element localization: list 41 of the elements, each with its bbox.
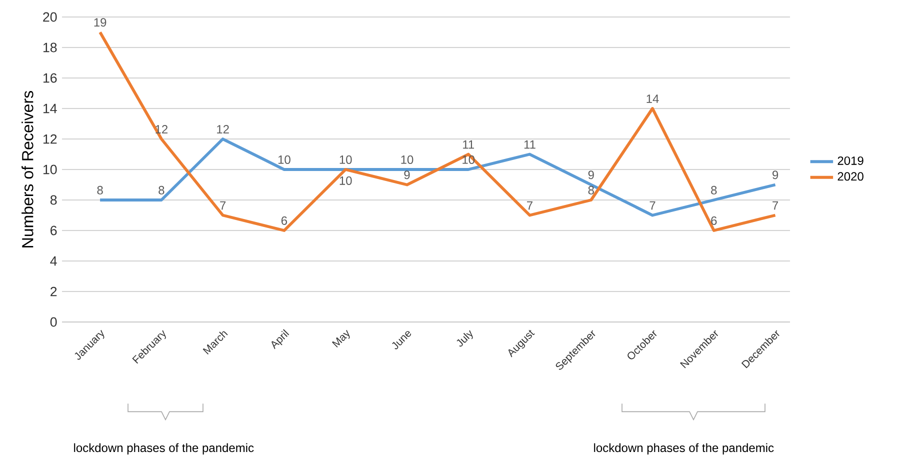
data-label: 10 [401, 155, 414, 164]
data-label: 10 [278, 155, 290, 164]
legend-label: 2020 [838, 172, 864, 181]
y-tick-label: 20 [43, 12, 57, 22]
y-tick-label: 6 [50, 226, 57, 236]
data-label: 12 [217, 125, 229, 134]
y-tick-label: 2 [50, 286, 57, 296]
x-tick-label: May [332, 330, 350, 348]
y-tick-label: 16 [43, 73, 57, 83]
y-tick-label: 10 [43, 164, 57, 174]
line-series [98, 30, 777, 232]
data-label: 8 [97, 186, 103, 194]
data-label: 11 [463, 140, 474, 149]
text: lockdown phases of the pandemic [594, 443, 774, 454]
data-label: 7 [650, 201, 656, 210]
y-tick-label: 18 [43, 42, 57, 52]
data-label: 6 [711, 216, 717, 225]
data-label: 11 [524, 140, 536, 149]
data-label: 8 [158, 186, 164, 194]
data-label: 10 [340, 176, 352, 185]
data-label: 9 [588, 170, 594, 180]
y-tick-label: 12 [43, 134, 57, 144]
data-label: 9 [404, 170, 410, 180]
x-tick-label: July [456, 330, 473, 347]
data-label: 14 [646, 94, 659, 103]
y-tick-label: 8 [50, 195, 57, 205]
data-label: 19 [94, 18, 106, 27]
data-label: 7 [220, 201, 226, 210]
data-label: 9 [772, 170, 778, 180]
y-tick-label: 14 [43, 104, 57, 114]
y-tick-label: 4 [50, 256, 57, 266]
y-axis-title: Numbers of Receivers [22, 90, 34, 248]
data-label: 7 [527, 201, 532, 210]
text: lockdown phases of the pandemic [74, 443, 254, 454]
data-label: 10 [340, 155, 352, 164]
data-label: 8 [588, 186, 594, 194]
data-label: 6 [281, 216, 288, 225]
y-tick-label: 0 [50, 317, 57, 327]
legend-label: 2019 [838, 156, 864, 165]
data-label: 8 [711, 186, 717, 194]
data-label: 7 [772, 201, 778, 210]
